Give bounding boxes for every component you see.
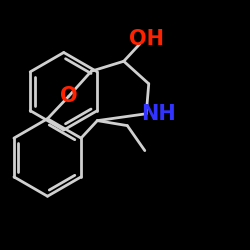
Text: NH: NH [142,104,176,124]
Text: O: O [60,86,78,106]
Text: OH: OH [129,29,164,49]
